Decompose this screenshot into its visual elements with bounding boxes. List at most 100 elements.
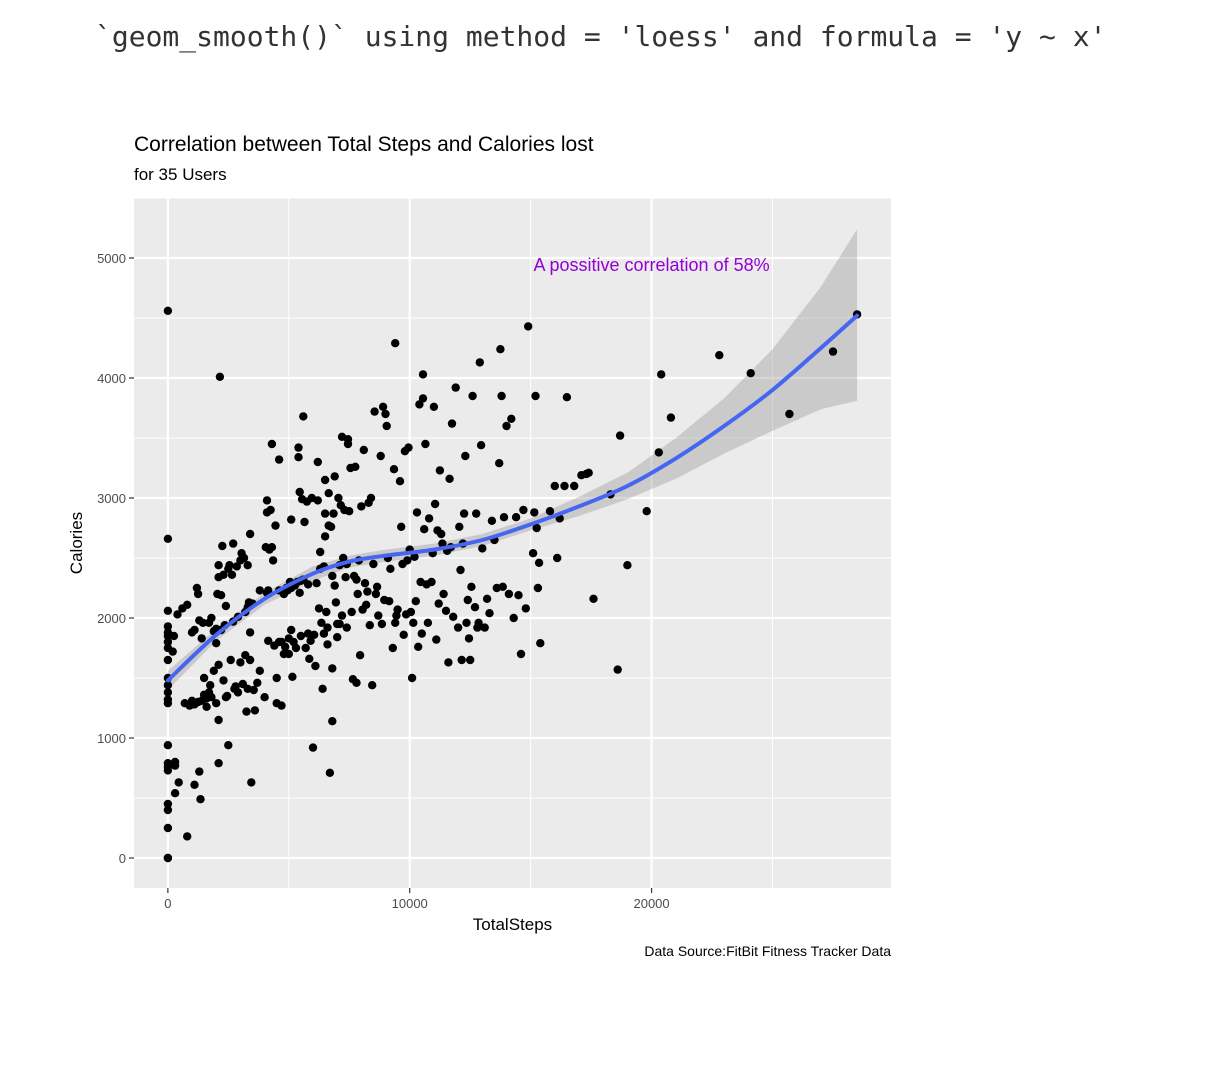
data-point xyxy=(437,529,446,539)
data-point xyxy=(404,443,413,452)
data-point xyxy=(424,514,434,523)
data-point xyxy=(331,598,341,607)
data-point xyxy=(163,622,173,631)
data-point xyxy=(393,605,402,614)
data-point xyxy=(642,507,651,516)
data-point xyxy=(466,655,475,665)
data-point xyxy=(224,741,233,750)
data-point xyxy=(227,570,237,579)
data-point xyxy=(199,673,209,683)
data-point xyxy=(352,678,361,687)
data-point xyxy=(324,489,333,498)
data-point xyxy=(168,647,177,656)
data-point xyxy=(163,637,173,647)
data-point xyxy=(214,759,223,768)
data-point xyxy=(474,618,483,627)
data-point xyxy=(163,699,173,708)
data-point xyxy=(249,685,258,695)
data-point xyxy=(478,544,487,553)
data-point xyxy=(174,778,183,787)
data-point xyxy=(267,439,277,449)
data-point xyxy=(715,351,724,360)
data-point xyxy=(389,465,399,474)
data-point xyxy=(562,393,572,402)
data-point xyxy=(323,623,332,632)
data-point xyxy=(532,523,541,533)
data-point xyxy=(455,522,464,531)
data-point xyxy=(464,634,474,643)
data-point xyxy=(391,339,400,348)
data-point xyxy=(343,435,353,444)
data-point xyxy=(262,496,272,505)
data-point xyxy=(253,678,262,687)
data-point xyxy=(514,591,523,600)
data-point xyxy=(459,509,469,518)
data-point xyxy=(366,493,376,503)
data-point xyxy=(347,607,356,617)
data-point xyxy=(317,618,326,627)
data-point xyxy=(353,589,362,599)
data-point xyxy=(395,477,405,486)
data-point xyxy=(654,448,663,457)
data-point xyxy=(524,322,533,331)
data-point xyxy=(163,741,173,750)
data-point xyxy=(214,715,223,725)
data-point xyxy=(312,579,321,588)
data-point xyxy=(341,573,350,582)
data-point xyxy=(472,509,481,518)
data-point xyxy=(657,370,666,379)
data-point xyxy=(427,577,436,587)
x-tick-label: 20000 xyxy=(633,896,669,911)
data-point xyxy=(445,474,454,483)
data-point xyxy=(272,673,281,683)
data-point xyxy=(163,306,173,315)
data-point xyxy=(502,421,511,431)
correlation-annotation: A possitive correlation of 58% xyxy=(533,255,769,275)
data-point xyxy=(288,672,297,681)
data-point xyxy=(374,611,383,620)
data-point xyxy=(239,553,249,563)
data-point xyxy=(247,778,256,787)
data-point xyxy=(337,611,347,620)
data-point xyxy=(497,391,506,401)
data-point xyxy=(274,455,284,464)
data-point xyxy=(406,607,416,617)
data-point xyxy=(438,539,447,548)
data-point xyxy=(403,556,412,565)
data-point xyxy=(519,505,528,515)
data-point xyxy=(385,597,394,606)
data-point xyxy=(190,625,199,635)
data-point xyxy=(209,666,218,675)
data-point xyxy=(163,766,173,775)
data-point xyxy=(369,559,378,569)
data-point xyxy=(328,717,337,726)
data-point xyxy=(414,642,423,651)
data-point xyxy=(299,412,308,421)
plot-panel xyxy=(134,198,891,888)
data-point xyxy=(421,439,430,449)
data-point xyxy=(243,561,252,570)
data-point xyxy=(294,453,303,462)
data-point xyxy=(330,472,339,481)
data-point xyxy=(163,688,173,697)
data-point xyxy=(345,507,354,516)
y-tick-label: 0 xyxy=(119,851,126,866)
data-point xyxy=(451,383,460,392)
data-point xyxy=(266,505,275,515)
data-point xyxy=(281,642,290,651)
data-point xyxy=(589,594,598,603)
y-axis-label: Calories xyxy=(67,512,86,574)
data-point xyxy=(196,795,205,804)
data-point xyxy=(382,421,391,431)
data-point xyxy=(163,799,173,809)
data-point xyxy=(163,655,173,665)
data-point xyxy=(372,582,382,591)
data-point xyxy=(371,589,381,599)
data-point xyxy=(242,707,251,716)
data-point xyxy=(828,347,838,356)
data-point xyxy=(623,561,632,570)
data-point xyxy=(333,633,342,642)
data-point xyxy=(198,618,208,627)
data-point xyxy=(212,699,221,708)
data-point xyxy=(430,499,440,509)
